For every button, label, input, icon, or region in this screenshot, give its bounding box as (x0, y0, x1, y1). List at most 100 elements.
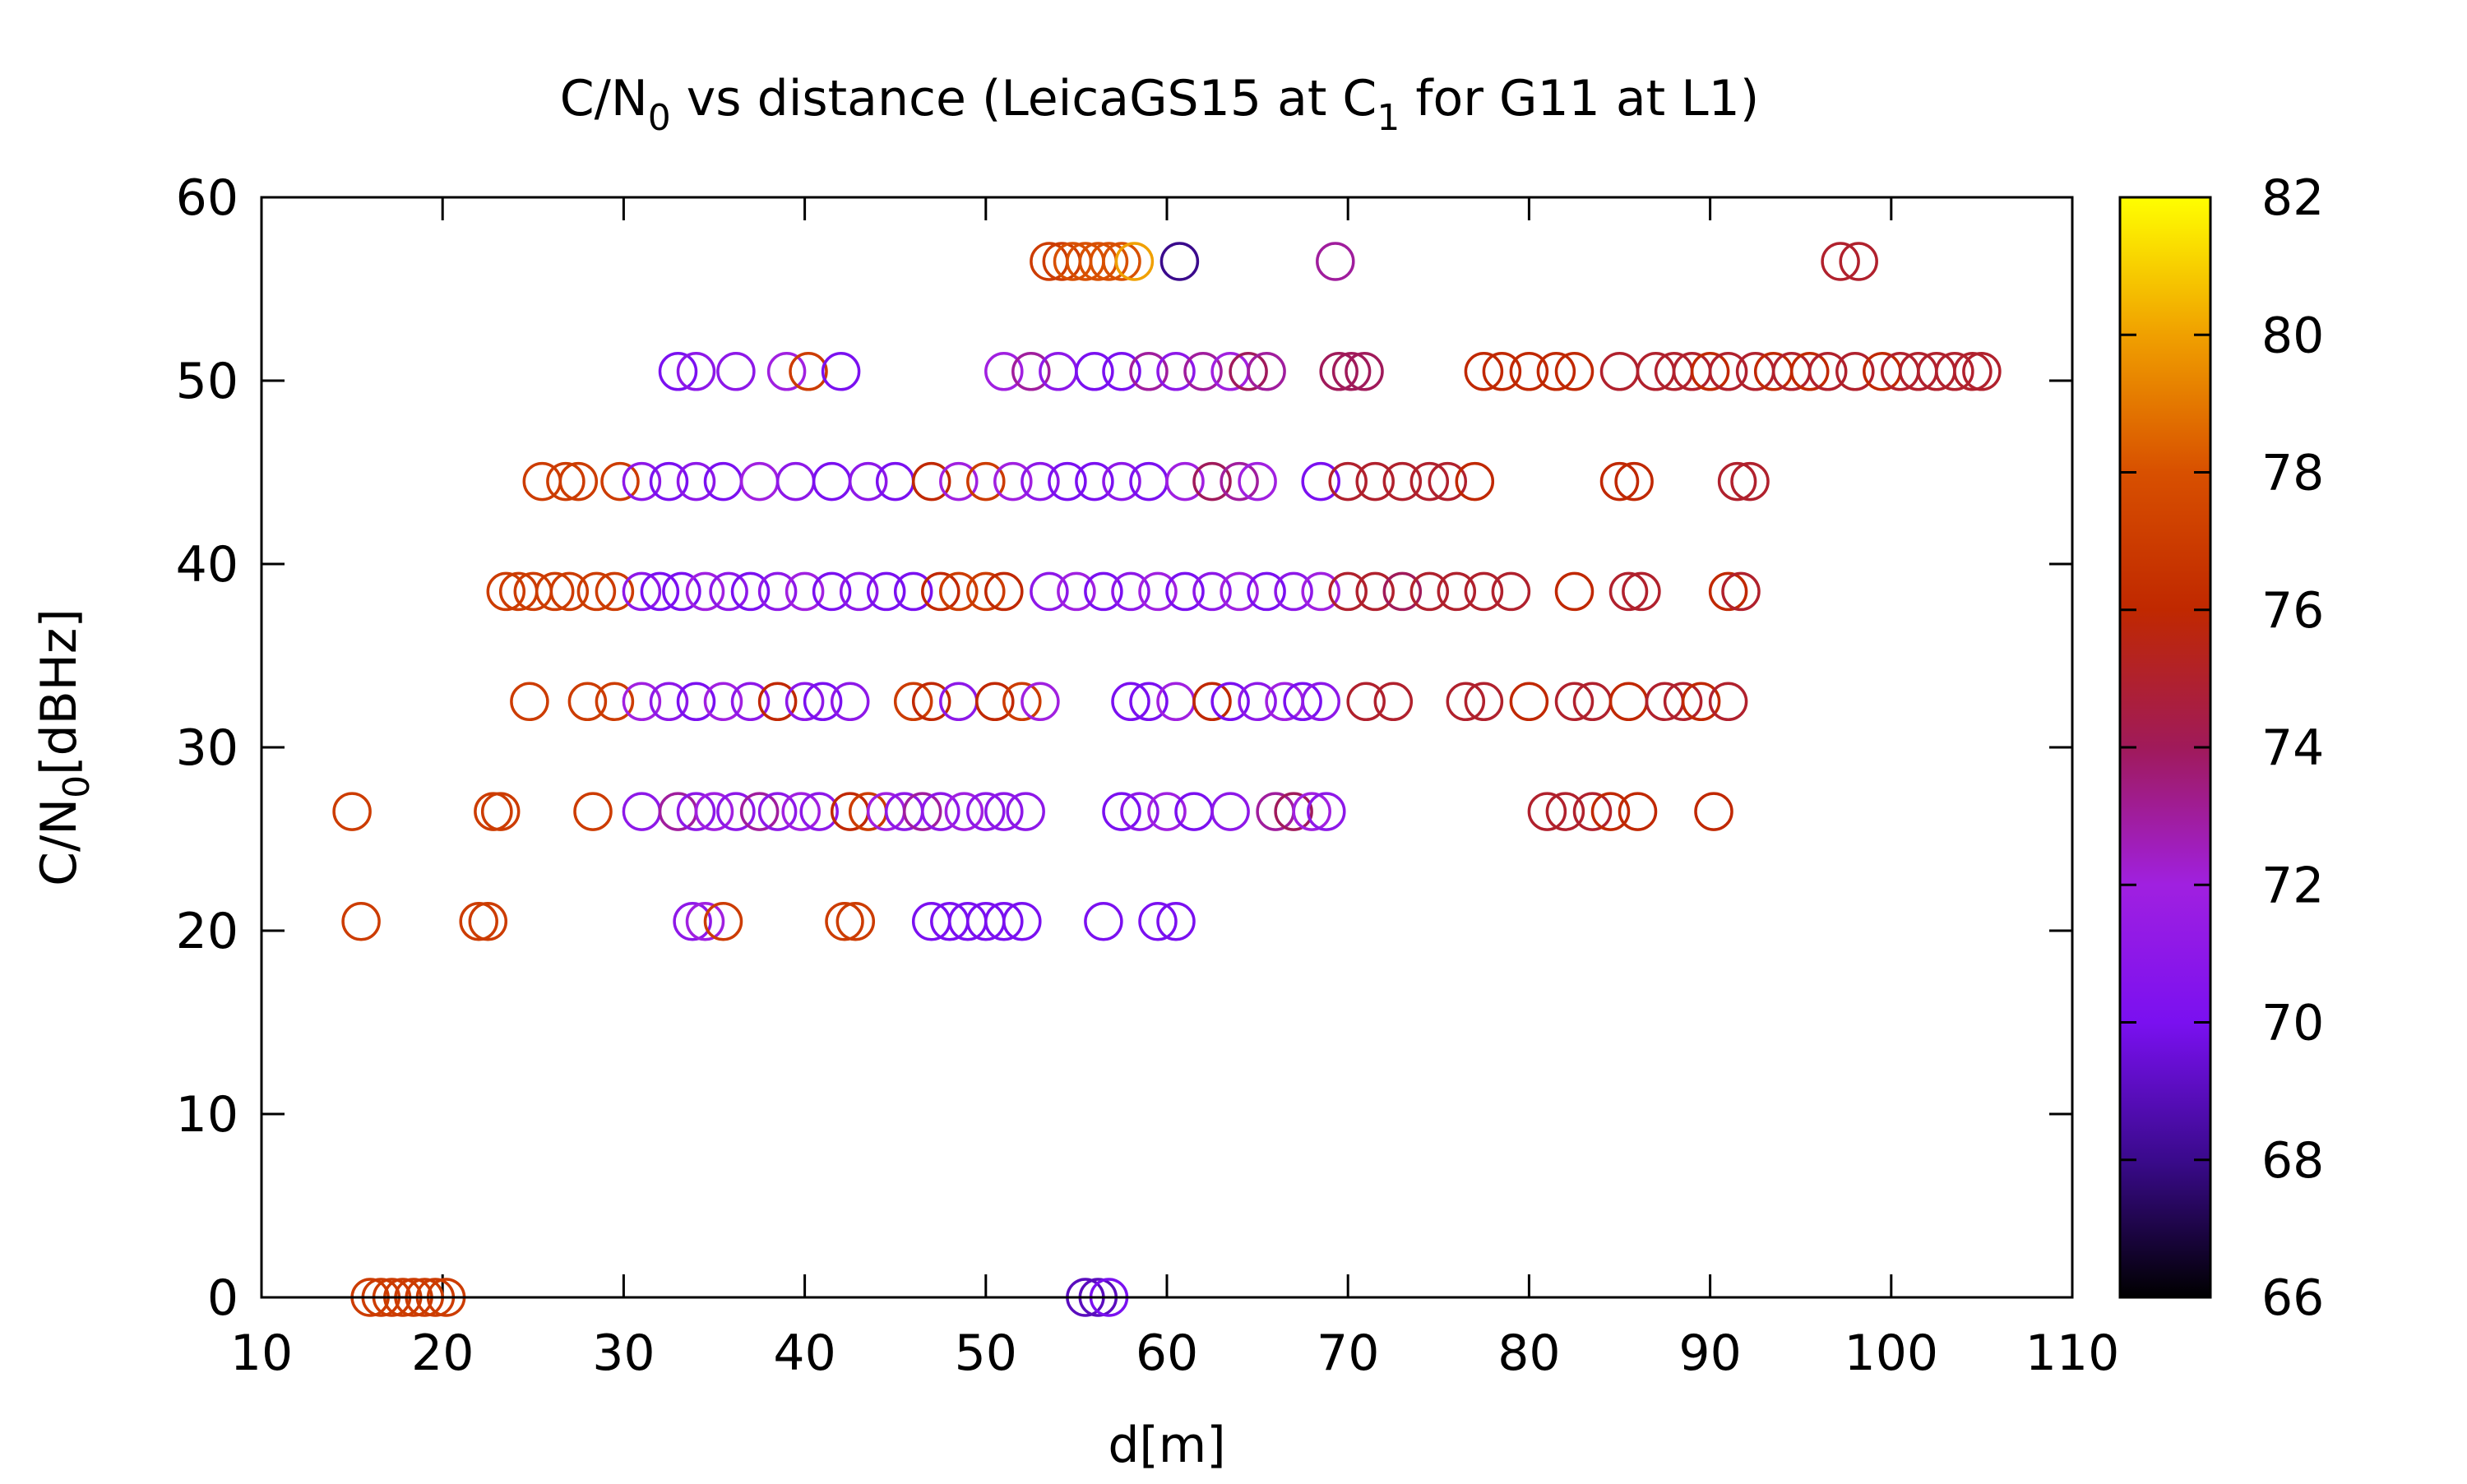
scatter-point (1455, 461, 1495, 502)
scatter-point (716, 352, 756, 391)
colorbar-tick-label: 66 (2261, 1269, 2324, 1327)
scatter-point (1156, 352, 1196, 391)
scatter-point (893, 682, 933, 722)
scatter-point (1382, 571, 1423, 612)
scatter-point (1147, 792, 1187, 831)
y-tick-label: 30 (176, 719, 238, 777)
scatter-point (1428, 461, 1468, 502)
scatter-point (703, 461, 743, 502)
scatter-point (821, 352, 861, 391)
scatter-point (1156, 902, 1196, 941)
x-tick-label: 110 (2025, 1325, 2120, 1382)
scatter-point (1006, 792, 1045, 831)
scatter-point (1283, 682, 1322, 722)
scatter-point (893, 571, 933, 612)
scatter-point (676, 461, 716, 502)
scatter-point (595, 682, 635, 722)
scatter-point (1690, 352, 1730, 391)
colorbar-tick-label: 82 (2261, 169, 2324, 227)
scatter-point (1409, 571, 1450, 612)
scatter-point (1129, 461, 1169, 502)
y-tick-label: 20 (176, 903, 238, 960)
colorbar-tick-label: 78 (2261, 445, 2324, 502)
scatter-point (1220, 461, 1259, 502)
scatter-point (1821, 242, 1860, 281)
scatter-point (1608, 571, 1649, 612)
scatter-point (459, 902, 498, 941)
scatter-point (1346, 682, 1386, 722)
scatter-point (966, 571, 1006, 612)
scatter-point (1210, 792, 1250, 831)
x-tick-label: 60 (1136, 1325, 1198, 1382)
scatter-point (1084, 571, 1123, 612)
scatter-point (468, 902, 508, 941)
scatter-point (622, 792, 662, 831)
scatter-point (1527, 792, 1567, 831)
scatter-point (1545, 792, 1585, 831)
scatter-point (1084, 902, 1123, 941)
scatter-point (1835, 352, 1875, 391)
scatter-point (799, 792, 839, 831)
scatter-point (1608, 682, 1649, 722)
scatter-point (1247, 571, 1286, 612)
scatter-point (1156, 682, 1196, 722)
scatter-point (1165, 571, 1205, 612)
scatter-point (640, 571, 680, 612)
scatter-point (567, 682, 608, 722)
scatter-point (1446, 682, 1486, 722)
scatter-point (480, 792, 521, 831)
scatter-point (1138, 902, 1178, 941)
scatter-point (1721, 571, 1761, 612)
scatter-point (1210, 682, 1250, 722)
scatter-point (1075, 352, 1114, 391)
y-tick-label: 40 (176, 536, 238, 594)
scatter-point (835, 902, 876, 941)
scatter-point (966, 461, 1006, 502)
y-axis-title: C/N0[dBHz] (30, 608, 98, 886)
scatter-point (1590, 792, 1631, 831)
scatter-point (825, 902, 864, 941)
scatter-point (1089, 242, 1129, 281)
scatter-point (1482, 352, 1522, 391)
x-tick-label: 100 (1844, 1325, 1939, 1382)
scatter-point (1039, 352, 1078, 391)
scatter-point (1174, 792, 1214, 831)
y-tick-label: 0 (207, 1269, 238, 1327)
scatter-point (1238, 461, 1277, 502)
scatter-point (1328, 571, 1368, 612)
scatter-point (1114, 242, 1155, 281)
scatter-point (1663, 682, 1703, 722)
scatter-point (673, 902, 712, 941)
scatter-point (622, 571, 662, 612)
scatter-point (939, 571, 979, 612)
scatter-point (676, 682, 716, 722)
scatter-point (1011, 352, 1051, 391)
colorbar-axis: 66 68 70 72 74 76 78 80 82 (2120, 169, 2324, 1327)
scatter-point (803, 682, 843, 722)
scatter-point (1120, 792, 1159, 831)
scatter-point (1229, 352, 1268, 391)
scatter-point (535, 571, 575, 612)
y-axis: 0 10 20 30 40 50 60 (176, 169, 2072, 1327)
scatter-point (1708, 571, 1748, 612)
scatter-point (1274, 571, 1313, 612)
scatter-point (1409, 461, 1450, 502)
x-tick-label: 50 (955, 1325, 1017, 1382)
scatter-point (1622, 571, 1661, 612)
colorbar-tick-label: 70 (2261, 995, 2324, 1052)
scatter-point (1129, 352, 1169, 391)
scatter-point (902, 792, 942, 831)
scatter-point (812, 571, 852, 612)
scatter-point (1437, 571, 1477, 612)
scatter-point (812, 461, 852, 502)
scatter-point (1021, 682, 1060, 722)
scatter-point (1509, 682, 1549, 722)
scatter-point (1839, 242, 1878, 281)
scatter-point (703, 902, 743, 941)
scatter-point (1057, 571, 1096, 612)
scatter-point (866, 571, 906, 612)
scatter-point (662, 571, 701, 612)
scatter-point (1331, 352, 1372, 391)
scatter-point (546, 461, 586, 502)
scatter-point (1554, 571, 1595, 612)
